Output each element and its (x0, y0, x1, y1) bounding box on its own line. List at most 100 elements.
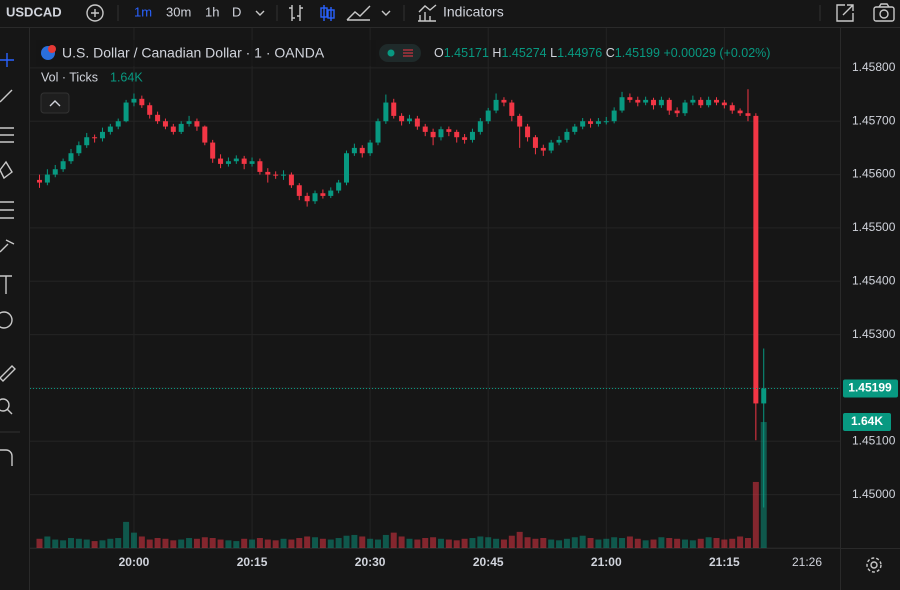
candle-body (454, 131, 460, 138)
market-status[interactable] (379, 44, 421, 62)
candle-body (588, 121, 594, 124)
candle-body (241, 158, 247, 164)
volume-bar (563, 538, 570, 548)
interval-d[interactable]: D (232, 4, 241, 19)
candle-body (745, 113, 751, 116)
crosshair-tool[interactable] (0, 53, 14, 67)
candle-body (548, 142, 554, 151)
volume-bar (374, 539, 381, 548)
fib-tool[interactable] (0, 127, 14, 143)
candle-body (391, 102, 397, 116)
settings-button[interactable] (866, 557, 882, 573)
candle-body (336, 182, 342, 191)
volume-bar (115, 538, 122, 548)
indicators-button[interactable]: Indicators (443, 4, 504, 20)
line-tool[interactable] (0, 89, 13, 103)
y-tick-label: 1.45100 (852, 433, 896, 447)
volume-bar (225, 540, 232, 548)
volume-bar (75, 538, 82, 548)
volume-bar (524, 537, 531, 548)
legend-value: 1.45199 (615, 46, 660, 60)
x-tick-label: 21:26 (792, 555, 822, 569)
candle-body (249, 161, 255, 164)
volume-bar (107, 538, 114, 548)
text-tool[interactable] (0, 275, 12, 294)
candle-body (281, 174, 287, 176)
candle-body (611, 110, 617, 122)
candle-body (666, 99, 672, 111)
candle-body (351, 147, 357, 154)
volume-bar (52, 539, 59, 548)
symbol[interactable]: USDCAD (6, 4, 62, 19)
candle-body (218, 158, 224, 164)
volume-bar (296, 538, 303, 548)
interval-1m[interactable]: 1m (134, 4, 152, 19)
candle-body (627, 97, 633, 100)
volume-bar (209, 538, 216, 548)
area-chart-button[interactable] (346, 5, 371, 21)
volume-bar (319, 538, 326, 548)
add-symbol-button[interactable] (86, 4, 104, 22)
volume-bar (327, 539, 334, 548)
candle-body (493, 99, 499, 111)
fullscreen-button[interactable] (836, 4, 854, 22)
chart-type-dropdown[interactable] (381, 10, 391, 16)
volume-bar (611, 537, 618, 548)
candle-chart-button[interactable] (320, 5, 335, 21)
x-tick-label: 20:00 (119, 555, 150, 569)
volume-bar (752, 481, 759, 548)
volume-bar (508, 535, 515, 548)
measure-tool[interactable] (0, 365, 16, 382)
candle-body (131, 98, 137, 103)
volume-legend-value: 1.64K (110, 70, 143, 84)
interval-dropdown[interactable] (255, 10, 265, 16)
pattern-tool[interactable] (0, 160, 13, 180)
volume-bar (674, 538, 681, 548)
volume-bar (256, 538, 263, 548)
forecast-tool[interactable] (0, 201, 14, 219)
volume-bar (367, 538, 374, 548)
volume-bar (146, 539, 153, 548)
bar-chart-button[interactable] (289, 5, 303, 21)
brush-tool[interactable] (0, 239, 15, 253)
interval-30m[interactable]: 30m (166, 4, 191, 19)
candle-body (115, 121, 121, 127)
indicators-icon[interactable] (418, 4, 437, 22)
volume-bar (469, 538, 476, 548)
volume-bar (359, 536, 366, 548)
candle-body (37, 179, 42, 183)
collapse-legend-button[interactable] (40, 92, 70, 114)
volume-bar (241, 538, 248, 548)
volume-bar (634, 538, 641, 548)
candle-body (367, 142, 373, 154)
candle-body (595, 121, 601, 124)
snapshot-button[interactable] (873, 3, 895, 22)
candle-body (406, 118, 412, 122)
candle-body (706, 99, 712, 106)
candle-body (155, 114, 161, 122)
candle-body (643, 99, 649, 103)
volume-bar (744, 538, 751, 548)
candle-body (296, 185, 302, 196)
volume-bar (123, 521, 130, 548)
candle-body (186, 121, 192, 124)
candle-body (532, 137, 538, 148)
volume-bar (666, 538, 673, 548)
interval-1h[interactable]: 1h (205, 4, 219, 19)
candle-body (501, 99, 507, 103)
candle-body (446, 129, 452, 132)
emoji-tool[interactable] (0, 311, 13, 329)
legend-key: H (492, 46, 501, 60)
candle-body (304, 195, 310, 202)
magnet-tool[interactable] (0, 449, 13, 466)
volume-bar (312, 537, 319, 548)
candle-body (753, 115, 759, 404)
volume-bar (335, 538, 342, 548)
volume-bar (217, 539, 224, 548)
candle-body (462, 137, 468, 140)
zoom-tool[interactable] (0, 398, 13, 415)
legend-value: 1.45171 (444, 46, 489, 60)
volume-bar (658, 537, 665, 548)
